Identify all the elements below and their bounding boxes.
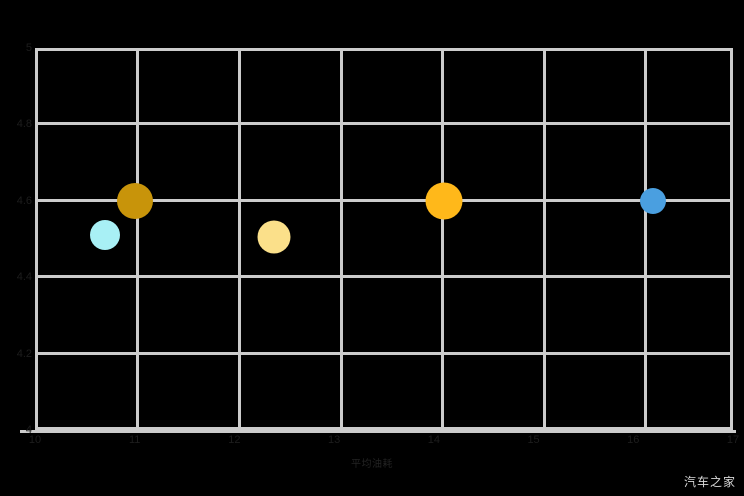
data-point-bubble[interactable] [640,187,667,214]
x-axis-tick-label: 16 [627,434,640,446]
x-axis-line [20,430,736,433]
data-point-bubble[interactable] [116,182,153,219]
gridline-horizontal [35,199,733,202]
gridline-vertical [644,48,647,430]
x-axis-tick-label: 11 [128,434,141,446]
gridline-vertical [543,48,546,430]
y-axis-tick-label: 4.8 [16,118,32,131]
gridline-vertical [238,48,241,430]
plot-area [35,48,733,430]
x-axis-tick-label: 14 [427,434,440,446]
gridline-vertical [730,48,733,430]
x-axis-tick-label: 15 [527,434,540,446]
data-point-bubble[interactable] [89,220,120,251]
gridline-horizontal [35,48,733,51]
gridline-vertical [441,48,444,430]
x-axis-tick-label: 17 [726,434,740,446]
y-axis-tick-label: 5 [25,42,32,54]
gridline-horizontal [35,275,733,278]
y-axis-tick-label: 4.4 [16,271,32,284]
y-axis-line [35,48,38,430]
watermark-logo: 汽车之家 [683,475,736,489]
gridline-horizontal [35,122,733,125]
y-axis-tick-label: 4.6 [16,194,32,207]
x-axis-tick-label: 12 [228,434,241,446]
gridline-vertical [340,48,343,430]
gridline-horizontal [35,427,733,430]
gridline-horizontal [35,352,733,355]
data-point-bubble[interactable] [425,182,463,220]
data-point-bubble[interactable] [257,220,291,254]
x-axis-tick-label: 10 [28,434,42,446]
x-axis-title: 平均油耗 [351,459,393,470]
gridline-vertical [136,48,139,430]
x-axis-tick-label: 13 [328,434,341,446]
y-axis-tick-label: 4.2 [16,347,32,360]
